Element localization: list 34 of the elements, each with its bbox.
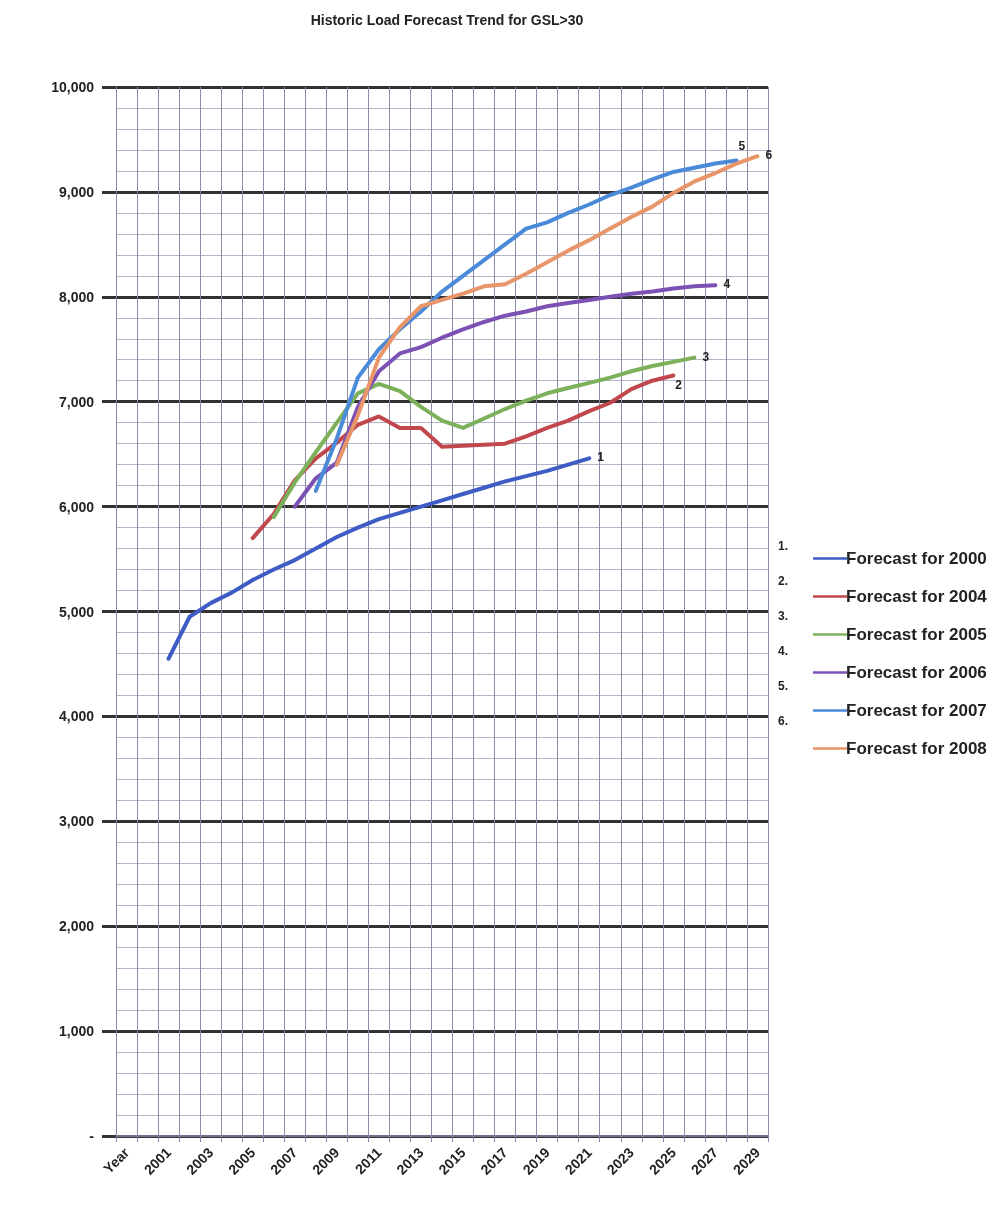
legend-label: Forecast for 2007 <box>846 701 987 720</box>
legend-label: Forecast for 2000 <box>846 549 987 568</box>
annotation: 1 <box>597 450 605 465</box>
legend-label: Forecast for 2004 <box>846 587 988 606</box>
y-tick-label: - <box>89 1128 95 1144</box>
y-tick-label: 9,000 <box>58 183 95 200</box>
y-tick-label: 3,000 <box>58 813 95 830</box>
line-series <box>313 158 739 493</box>
legend-label: Forecast for 2006 <box>846 663 987 682</box>
text: 1. <box>778 539 789 553</box>
legend-label: Forecast for 2008 <box>846 739 987 758</box>
annotation: 2 <box>675 378 683 393</box>
y-tick-label: 1,000 <box>58 1023 95 1040</box>
y-tick-label: 2,000 <box>58 918 95 935</box>
annotation: 4 <box>723 277 731 292</box>
y-tick-label: 4,000 <box>58 708 95 725</box>
line-series <box>271 355 697 520</box>
annotation: 3 <box>702 349 710 364</box>
legend-label: Forecast for 2005 <box>846 625 987 644</box>
y-tick-label: 5,000 <box>58 603 95 620</box>
annotation: 5 <box>738 139 746 154</box>
chart-title: Historic Load Forecast Trend for GSL>30 <box>310 12 584 28</box>
annotation: 6 <box>765 148 773 163</box>
text: 2. <box>778 574 789 588</box>
line-series <box>166 456 592 661</box>
text: 5. <box>778 679 789 693</box>
line-series <box>334 154 760 467</box>
y-tick-label: 10,000 <box>51 79 95 95</box>
text: 3. <box>778 609 789 623</box>
text: 6. <box>778 714 789 728</box>
y-tick-label: 7,000 <box>58 393 95 410</box>
y-tick-label: 6,000 <box>58 498 95 515</box>
text: 4. <box>778 644 789 658</box>
y-tick-label: 8,000 <box>58 288 95 305</box>
